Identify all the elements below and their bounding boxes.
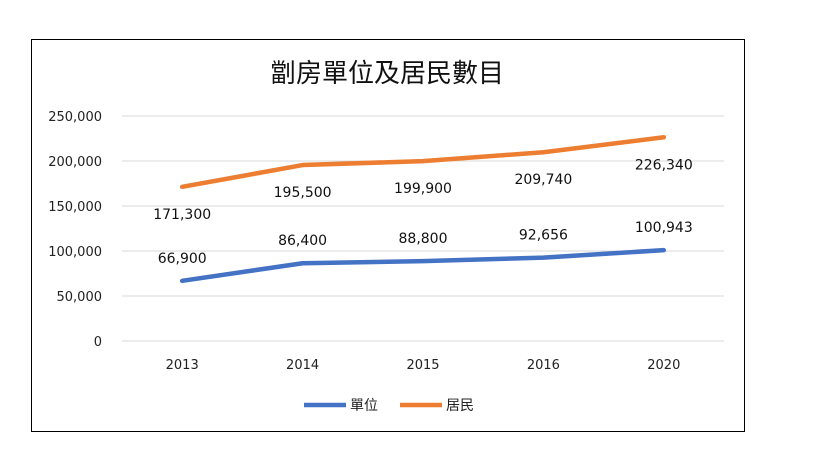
- legend-label-2: 居民: [446, 398, 474, 414]
- series-line-1: [179, 247, 667, 284]
- data-label: 100,943: [635, 220, 693, 236]
- legend: 單位 居民: [304, 398, 474, 414]
- legend-label-1: 單位: [350, 398, 378, 414]
- data-label: 226,340: [635, 157, 693, 173]
- data-label: 171,300: [153, 207, 211, 223]
- line-chart: 劏房單位及居民數目 0 50,000 100,000 150,000 200,000 25…: [48, 59, 724, 414]
- data-label: 209,740: [514, 172, 572, 188]
- data-label: 88,800: [399, 231, 448, 247]
- y-tick-label: 0: [94, 335, 102, 350]
- y-tick-label: 100,000: [48, 245, 102, 260]
- data-label: 199,900: [394, 181, 452, 197]
- y-axis-tick-labels: 0 50,000 100,000 150,000 200,000 250,000: [48, 110, 102, 350]
- x-tick-label: 2015: [406, 358, 439, 373]
- data-label: 195,500: [274, 185, 332, 201]
- chart-frame: 劏房單位及居民數目 0 50,000 100,000 150,000 200,000 25…: [31, 39, 745, 432]
- y-tick-label: 50,000: [57, 290, 103, 305]
- x-axis-tick-labels: 2013 2014 2015 2016 2020: [166, 358, 681, 373]
- data-labels: 66,900 86,400 88,800 92,656 100,943 171,300 19…: [153, 157, 693, 266]
- x-tick-label: 2020: [647, 358, 680, 373]
- y-tick-label: 200,000: [48, 155, 102, 170]
- x-tick-label: 2013: [166, 358, 199, 373]
- y-tick-label: 250,000: [48, 110, 102, 125]
- chart-title: 劏房單位及居民數目: [270, 59, 504, 89]
- series-line-2: [179, 135, 667, 190]
- data-label: 86,400: [278, 233, 327, 249]
- data-label: 66,900: [158, 251, 207, 267]
- y-tick-label: 150,000: [48, 200, 102, 215]
- series-lines: [179, 135, 667, 284]
- x-tick-label: 2016: [527, 358, 560, 373]
- x-tick-label: 2014: [286, 358, 319, 373]
- data-label: 92,656: [519, 228, 568, 244]
- gridlines: [122, 115, 724, 342]
